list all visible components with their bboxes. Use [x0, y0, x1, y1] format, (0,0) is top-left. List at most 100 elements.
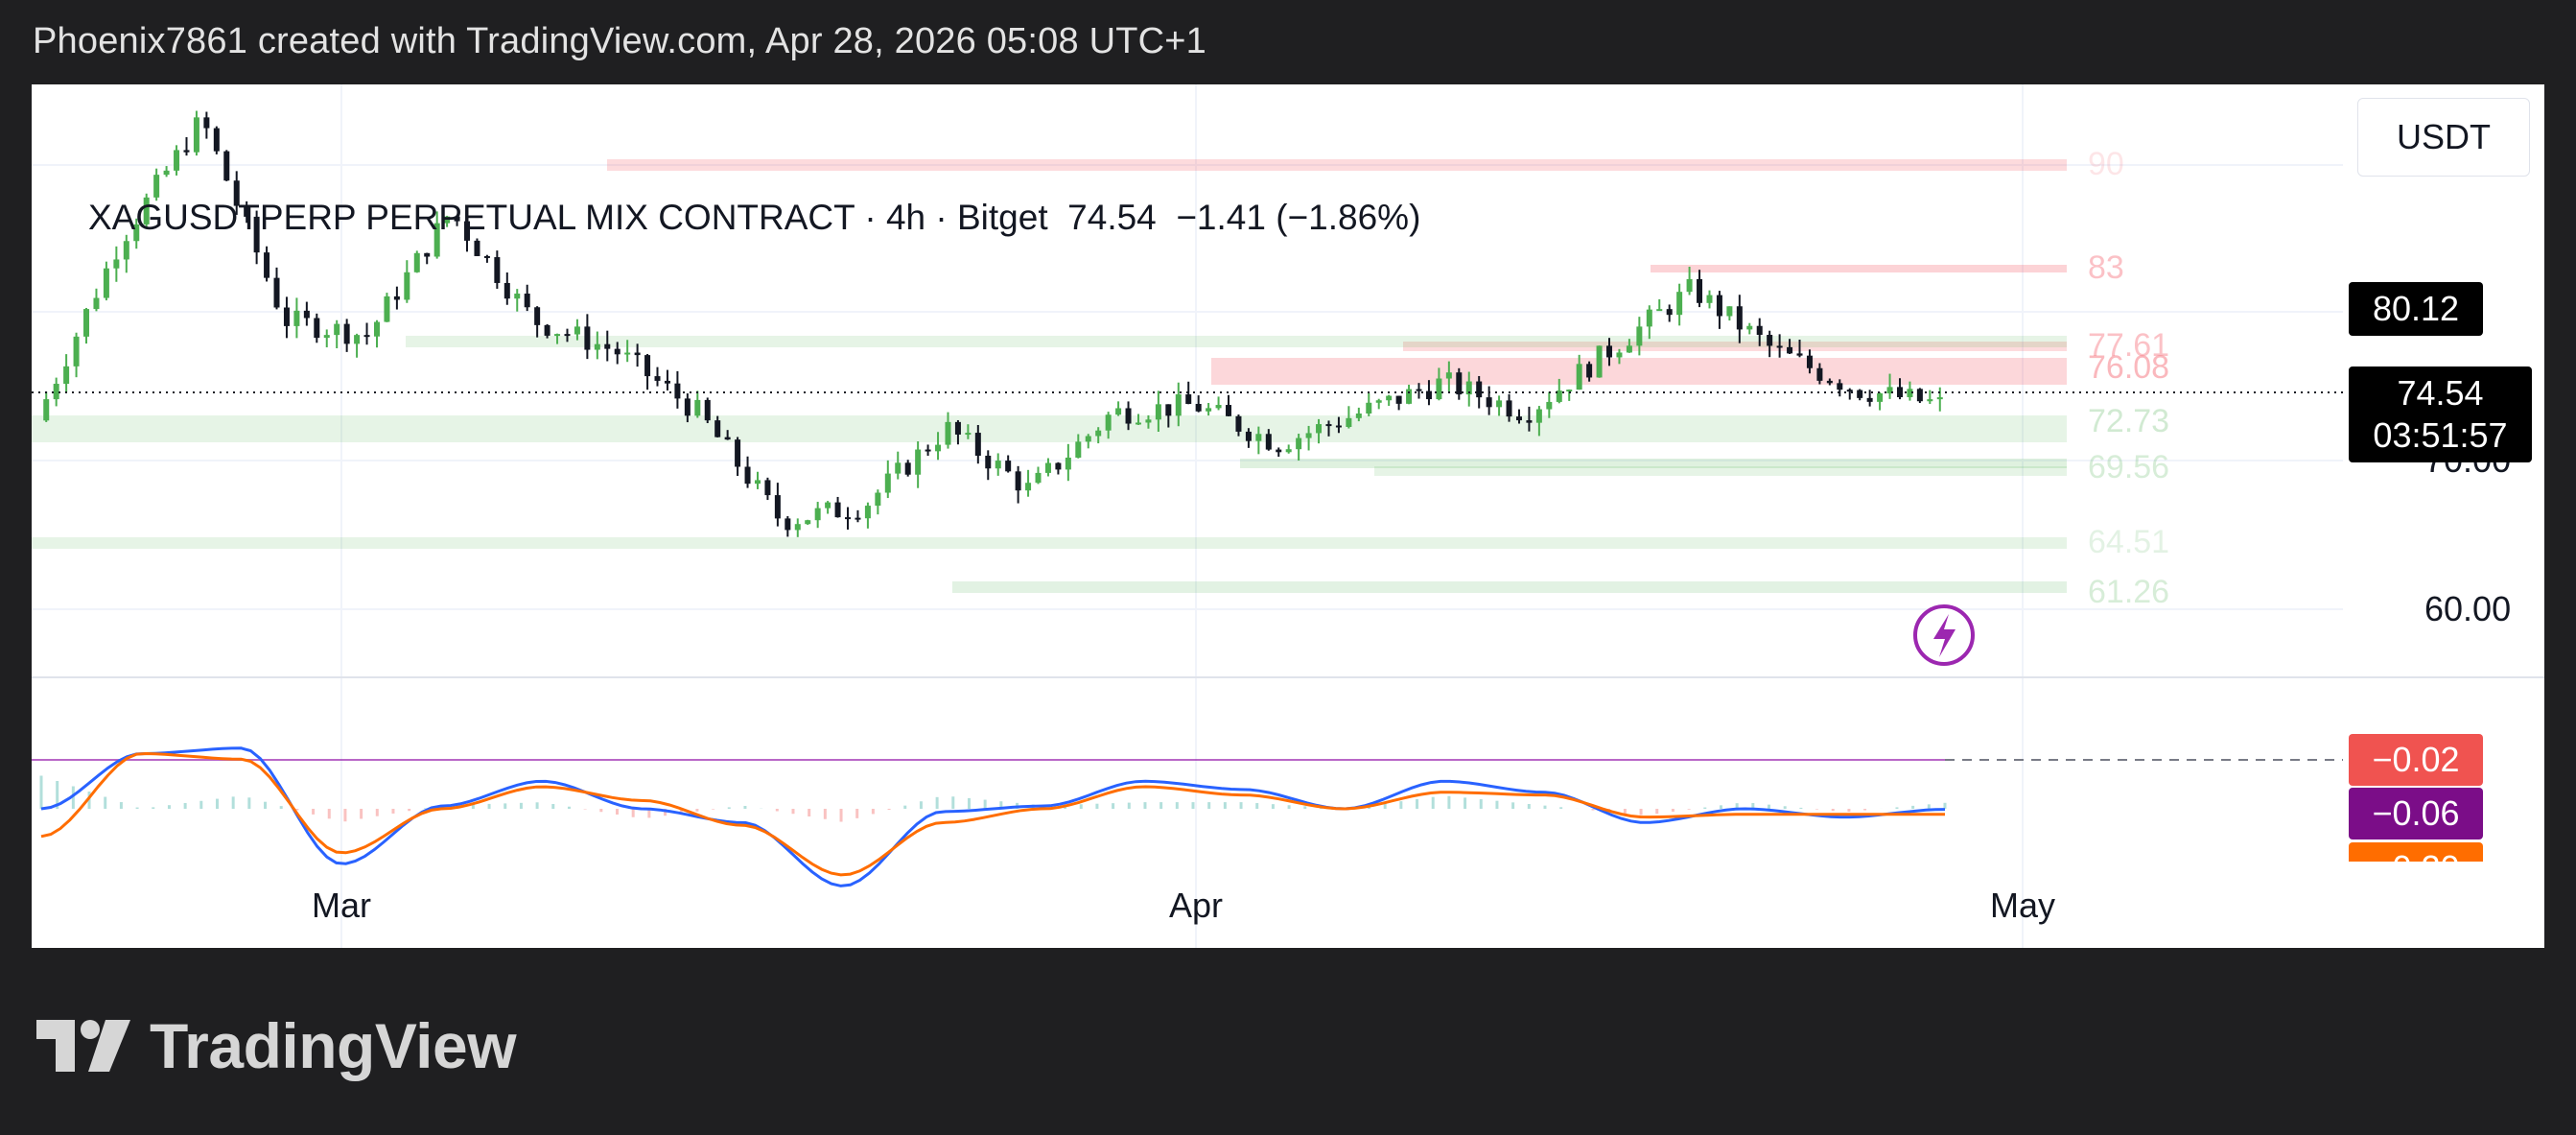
candle-body: [1255, 434, 1262, 441]
candle-body: [1767, 334, 1773, 346]
support-zone-64-51: [32, 537, 2067, 549]
candle-body: [203, 117, 210, 129]
support-zone-72-73: [32, 415, 2067, 442]
support-zone-upper: [406, 336, 2067, 347]
candle-body: [694, 399, 701, 416]
candle-body: [1676, 292, 1683, 316]
candle-body: [945, 421, 951, 445]
candle-body: [714, 420, 721, 437]
candle-body: [1636, 326, 1643, 346]
candle-body: [1566, 390, 1573, 392]
zone-label: 90: [2088, 146, 2124, 182]
candle-body: [454, 216, 460, 222]
candle-body: [624, 352, 631, 355]
candle-body: [1245, 431, 1252, 441]
candle-body: [1496, 400, 1503, 408]
candle-body: [334, 323, 340, 336]
candle-body: [845, 517, 852, 520]
candle-body: [875, 492, 881, 507]
price-chart[interactable]: 90 83 77.61 76.08 72.73 69.56 64.51 61.2…: [32, 84, 2544, 948]
candle-body: [654, 376, 661, 381]
candle-body: [1826, 380, 1833, 384]
candle-body: [1646, 309, 1652, 327]
candle-body: [1055, 462, 1062, 470]
candle-body: [73, 336, 80, 367]
candle-body: [483, 255, 490, 258]
candle-body: [1515, 416, 1522, 421]
candle-body: [584, 326, 591, 350]
candle-body: [1586, 364, 1593, 378]
macd-line: [40, 746, 1946, 887]
candle-body: [264, 252, 270, 278]
last-price-badge-value: 74.54: [2397, 373, 2484, 413]
signal-badge-clip: −0.20: [2349, 842, 2483, 862]
candle-body: [1296, 437, 1302, 450]
signal-line: [40, 751, 1945, 877]
candle-body: [1465, 381, 1472, 395]
candle-body: [1135, 422, 1141, 425]
candle-body: [974, 433, 981, 456]
candle-body: [233, 180, 240, 206]
candle-body: [1626, 345, 1632, 353]
candle-body: [985, 455, 992, 469]
chart-frame[interactable]: 90 83 77.61 76.08 72.73 69.56 64.51 61.2…: [32, 84, 2544, 948]
candle-body: [53, 384, 59, 400]
candle-body: [1666, 309, 1673, 316]
last-price-badge: 74.54 03:51:57: [2349, 367, 2532, 462]
candle-body: [1355, 413, 1362, 418]
candle-body: [163, 170, 170, 176]
candle-body: [1165, 404, 1172, 416]
candle-body: [303, 310, 310, 319]
candle-body: [554, 334, 561, 337]
candle-body: [794, 524, 801, 531]
candle-body: [63, 366, 70, 385]
candle-body: [1115, 408, 1122, 415]
candle-body: [1556, 390, 1562, 402]
candle-body: [1416, 389, 1422, 391]
currency-button[interactable]: USDT: [2357, 98, 2530, 177]
candle-body: [1776, 345, 1783, 348]
countdown-timer: 03:51:57: [2373, 415, 2508, 455]
candle-body: [283, 307, 290, 326]
candle-body: [393, 296, 400, 300]
candle-body: [1095, 430, 1102, 437]
candle-body: [1005, 461, 1012, 472]
candle-body: [143, 197, 150, 225]
candle-body: [314, 318, 320, 339]
support-zone-61-26: [952, 581, 2067, 593]
candle-body: [1697, 278, 1703, 303]
candle-body: [965, 433, 972, 436]
candle-body: [444, 216, 451, 224]
candle-body: [925, 449, 931, 452]
candle-body: [223, 151, 230, 181]
candle-body: [1756, 325, 1763, 335]
candle-body: [1526, 420, 1533, 423]
tradingview-brand: TradingView: [36, 1009, 517, 1082]
candle-body: [744, 466, 751, 485]
macd-histogram-badge: −0.02: [2349, 734, 2483, 786]
candle-body: [1285, 449, 1292, 453]
symbol-title: XAGUSDTPERP PERPETUAL MIX CONTRACT · 4h …: [88, 198, 1048, 237]
candle-body: [1375, 400, 1382, 403]
candle-body: [413, 252, 420, 272]
price-change-value: −1.41 (−1.86%): [1176, 198, 1421, 237]
candle-body: [404, 272, 410, 300]
candle-body: [1265, 434, 1272, 450]
candle-body: [834, 502, 841, 518]
candle-body: [814, 508, 821, 521]
candle-body: [1436, 378, 1442, 400]
candle-body: [1736, 306, 1743, 330]
candle-body: [1486, 397, 1492, 408]
candle-body: [1506, 400, 1512, 417]
zone-label: 72.73: [2088, 403, 2169, 439]
candle-body: [604, 343, 611, 349]
time-axis-label: Apr: [1169, 886, 1223, 925]
candle-body: [1085, 436, 1091, 442]
lightning-alert-icon[interactable]: [1913, 604, 1975, 666]
candle-body: [774, 495, 781, 519]
candle-body: [954, 421, 961, 435]
candle-body: [594, 343, 600, 350]
candle-body: [464, 221, 471, 241]
candle-body: [1075, 441, 1082, 458]
candle-body: [293, 310, 300, 326]
